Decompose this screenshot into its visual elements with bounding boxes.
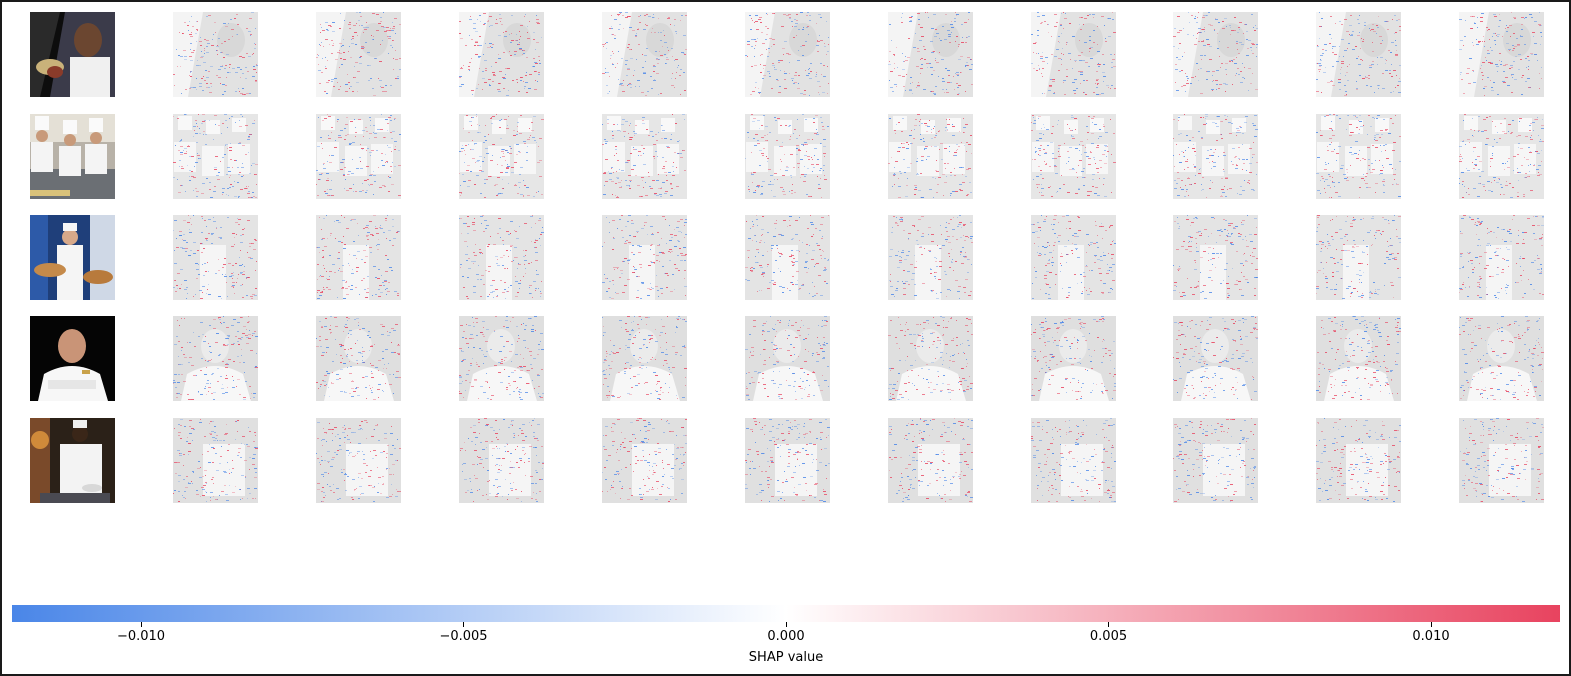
shap-heatmap-cell	[745, 114, 830, 199]
shap-heatmap-cell	[888, 114, 973, 199]
shap-heatmap-cell	[745, 418, 830, 503]
shap-heatmap-cell	[1316, 215, 1401, 300]
colorbar-tick	[785, 622, 787, 627]
shap-heatmap-cell	[1316, 12, 1401, 97]
shap-heatmap-cell	[459, 316, 544, 401]
shap-heatmap-cell	[459, 114, 544, 199]
shap-heatmap-cell	[1173, 114, 1258, 199]
input-image	[30, 215, 115, 300]
shap-heatmap-cell	[888, 316, 973, 401]
shap-heatmap-cell	[316, 114, 401, 199]
shap-heatmap-cell	[1459, 114, 1544, 199]
input-image	[30, 316, 115, 401]
shap-heatmap-cell	[1031, 215, 1116, 300]
shap-heatmap-cell	[316, 418, 401, 503]
colorbar-gradient	[12, 605, 1560, 622]
colorbar-tick	[1430, 622, 1432, 627]
shap-heatmap-cell	[1316, 316, 1401, 401]
shap-heatmap-cell	[745, 12, 830, 97]
shap-heatmap-cell	[316, 316, 401, 401]
shap-heatmap-cell	[173, 12, 258, 97]
shap-heatmap-cell	[1173, 418, 1258, 503]
colorbar-label: SHAP value	[748, 650, 824, 665]
shap-heatmap-cell	[1031, 418, 1116, 503]
shap-heatmap-cell	[602, 316, 687, 401]
shap-heatmap-cell	[888, 418, 973, 503]
shap-heatmap-cell	[1173, 12, 1258, 97]
shap-heatmap-cell	[459, 215, 544, 300]
input-image	[30, 418, 115, 503]
shap-heatmap-cell	[1459, 12, 1544, 97]
shap-heatmap-cell	[459, 12, 544, 97]
shap-heatmap-cell	[888, 215, 973, 300]
shap-heatmap-cell	[745, 316, 830, 401]
shap-heatmap-cell	[1173, 316, 1258, 401]
shap-heatmap-cell	[602, 114, 687, 199]
colorbar-tick-label: −0.005	[439, 629, 488, 644]
shap-heatmap-cell	[745, 215, 830, 300]
shap-heatmap-cell	[173, 114, 258, 199]
input-image	[30, 12, 115, 97]
shap-heatmap-cell	[459, 418, 544, 503]
shap-heatmap-cell	[602, 418, 687, 503]
colorbar-tick-label: −0.010	[116, 629, 166, 644]
shap-heatmap-cell	[1031, 316, 1116, 401]
shap-heatmap-cell	[173, 418, 258, 503]
shap-heatmap-cell	[888, 12, 973, 97]
shap-heatmap-cell	[316, 12, 401, 97]
shap-image-grid	[2, 2, 1569, 562]
shap-heatmap-cell	[1459, 418, 1544, 503]
colorbar-tick-label: 0.005	[1089, 629, 1128, 644]
input-image	[30, 114, 115, 199]
shap-heatmap-cell	[316, 215, 401, 300]
colorbar-tick	[463, 622, 464, 627]
colorbar-tick	[1108, 622, 1109, 627]
colorbar-tick-label: 0.010	[1412, 629, 1450, 644]
shap-heatmap-cell	[602, 215, 687, 300]
shap-heatmap-cell	[1316, 418, 1401, 503]
shap-heatmap-cell	[1459, 215, 1544, 300]
colorbar-tick	[140, 622, 142, 627]
shap-heatmap-cell	[1173, 215, 1258, 300]
shap-heatmap-cell	[173, 316, 258, 401]
colorbar	[12, 605, 1560, 622]
shap-heatmap-cell	[1316, 114, 1401, 199]
shap-heatmap-cell	[1031, 12, 1116, 97]
shap-heatmap-cell	[173, 215, 258, 300]
shap-heatmap-cell	[1459, 316, 1544, 401]
shap-heatmap-cell	[1031, 114, 1116, 199]
colorbar-tick-label: 0.000	[767, 629, 805, 644]
shap-heatmap-cell	[602, 12, 687, 97]
